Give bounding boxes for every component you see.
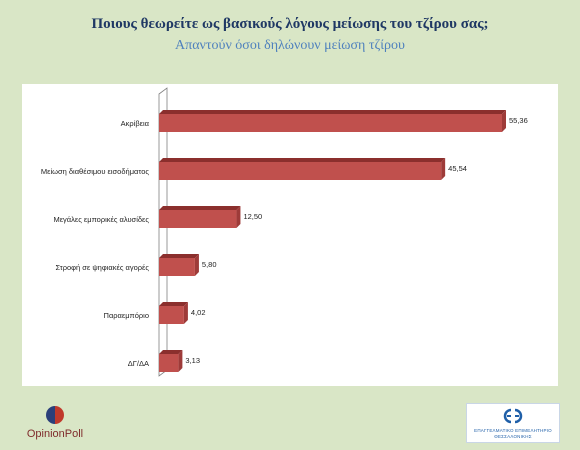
- bar: [159, 210, 237, 228]
- chart-subtitle: Απαντούν όσοι δηλώνουν μείωση τζίρου: [175, 38, 405, 53]
- data-label: 5,80: [202, 260, 217, 269]
- bar-chart: Ακρίβεια 55,36 Μείωση διαθέσιμου εισοδήματ…: [41, 87, 528, 377]
- bar-top: [159, 350, 183, 354]
- category-label: Παραεμπόριο: [104, 311, 149, 320]
- bar-side: [178, 350, 183, 372]
- bar: [159, 354, 179, 372]
- category-label: Στροφή σε ψηφιακές αγορές: [55, 263, 149, 272]
- chart-panel: Ακρίβεια 55,36 Μείωση διαθέσιμου εισοδήματ…: [22, 84, 558, 386]
- bar: [159, 306, 184, 324]
- opinion-poll-logo: OpinionPoll: [22, 403, 88, 443]
- opinion-poll-brand: OpinionPoll: [26, 428, 84, 440]
- bar-top: [159, 206, 241, 210]
- category-label: Ακρίβεια: [121, 119, 150, 128]
- data-label: 45,54: [448, 164, 467, 173]
- bar-group: Μείωση διαθέσιμου εισοδήματος 45,54: [41, 158, 467, 180]
- bar-side: [236, 206, 241, 228]
- opinion-poll-circle-icon: [45, 405, 65, 425]
- chamber-name-line1: ΕΠΑΓΓΕΛΜΑΤΙΚΟ ΕΠΙΜΕΛΗΤΗΡΙΟ: [474, 428, 552, 433]
- data-label: 3,13: [185, 356, 200, 365]
- bar-top: [159, 110, 506, 114]
- bar-side: [183, 302, 188, 324]
- bar: [159, 114, 502, 132]
- bar: [159, 162, 442, 180]
- category-label: ΔΓ/ΔΑ: [128, 359, 149, 368]
- bar-top: [159, 302, 188, 306]
- category-label: Μείωση διαθέσιμου εισοδήματος: [41, 167, 150, 176]
- chamber-mark-icon: [501, 407, 525, 430]
- bar: [159, 258, 195, 276]
- chamber-logo: ΕΠΑΓΓΕΛΜΑΤΙΚΟ ΕΠΙΜΕΛΗΤΗΡΙΟ ΘΕΣΣΑΛΟΝΙΚΗΣ: [466, 403, 560, 443]
- data-label: 12,50: [243, 212, 262, 221]
- bar-group: Παραεμπόριο 4,02: [104, 302, 206, 324]
- data-label: 4,02: [191, 308, 206, 317]
- category-label: Μεγάλες εμπορικές αλυσίδες: [53, 215, 149, 224]
- bar-group: Μεγάλες εμπορικές αλυσίδες 12,50: [53, 206, 262, 228]
- bar-side: [502, 110, 506, 132]
- chamber-name-line2: ΘΕΣΣΑΛΟΝΙΚΗΣ: [494, 434, 532, 439]
- bar-top: [159, 158, 446, 162]
- bar-top: [159, 254, 199, 258]
- bar-group: ΔΓ/ΔΑ 3,13: [128, 350, 200, 372]
- chart-title: Ποιους θεωρείτε ως βασικούς λόγους μείωσ…: [91, 16, 489, 32]
- bar-side: [194, 254, 199, 276]
- data-label: 55,36: [509, 116, 528, 125]
- bar-side: [441, 158, 446, 180]
- bar-group: Στροφή σε ψηφιακές αγορές 5,80: [55, 254, 217, 276]
- bar-group: Ακρίβεια 55,36: [121, 110, 528, 132]
